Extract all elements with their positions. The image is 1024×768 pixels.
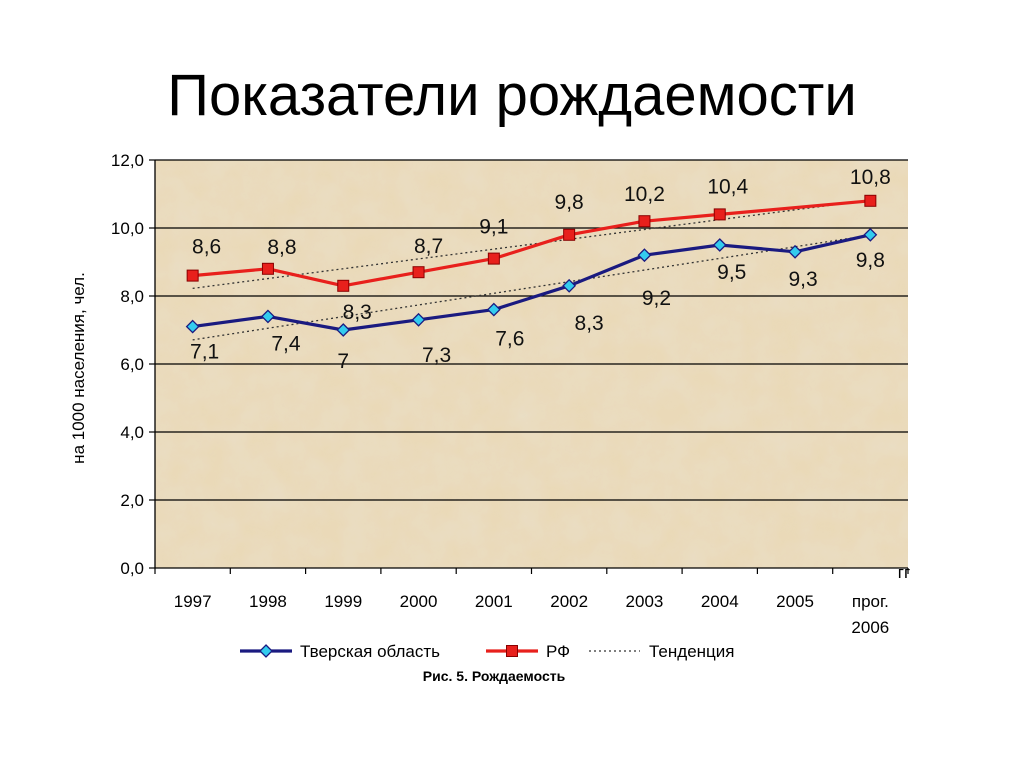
data-label: 8,7 [414,235,443,258]
data-point-rf [261,262,274,275]
x-tick-label: 2004 [701,592,739,611]
data-label: 7,1 [190,341,219,364]
data-label: 9,3 [788,268,817,291]
x-tick-label: 2003 [626,592,664,611]
data-point-tver [863,227,878,242]
data-point-rf [186,269,199,282]
data-point-tver [712,238,727,252]
x-tick-label: 2002 [550,592,588,611]
data-label: 7 [337,350,349,373]
x-unit-label: гг [898,563,910,582]
data-label: 8,3 [575,312,604,335]
data-point-rf [638,215,651,228]
figure-caption: Рис. 5. Рождаемость [423,668,566,684]
data-point-tver [411,312,426,327]
trend-lines [192,199,871,341]
data-label: 9,8 [555,191,584,214]
data-labels: 7,1 7,4 7 7,3 7,6 8,3 9,2 9,5 9,3 9,8 8,6 8,8 8,3 8,7… [190,166,891,373]
y-tick-label: 2,0 [120,491,144,510]
trend-line-0 [192,234,871,341]
data-point-rf [563,228,576,241]
x-tick-label: 1997 [174,592,212,611]
data-label: 10,4 [707,175,748,198]
axes: 0,0 2,0 4,0 6,0 8,0 10,0 12,0 1997 1998 1999 2000 2… [69,151,910,637]
y-tick-label: 0,0 [120,559,144,578]
gridlines [155,159,908,501]
data-point-rf [412,266,425,279]
x-tick-label: 2000 [400,592,438,611]
data-point-rf [487,252,500,265]
series-line-tver [192,233,871,332]
legend-label-trend: Тенденция [649,642,734,661]
legend-label-rf: РФ [546,642,570,661]
y-tick-label: 8,0 [120,287,144,306]
data-label: 8,3 [343,301,372,324]
data-label: 10,8 [850,166,891,189]
data-point-tver [261,309,275,324]
trend-line-1 [192,199,871,290]
x-tick-label: прог. 2006 [851,592,889,637]
data-point-tver [788,244,802,259]
data-label: 9,1 [479,216,508,239]
data-point-tver [637,248,652,263]
data-label: 7,3 [422,344,451,367]
data-label: 9,8 [856,249,885,272]
legend: Тверская область РФ Тенденция [240,642,734,661]
y-tick-label: 10,0 [111,219,144,238]
data-label: 8,6 [192,236,221,259]
legend-label-tver: Тверская область [300,642,440,661]
series-lines [185,194,878,337]
data-label: 7,6 [495,328,524,351]
data-point-rf [337,279,350,292]
data-point-rf [713,208,726,221]
data-label: 8,8 [267,236,296,259]
data-point-tver [336,323,351,337]
y-tick-label: 4,0 [120,423,144,442]
data-label: 9,2 [642,287,671,310]
x-tick-label: 2001 [475,592,513,611]
x-tick-label: 1999 [324,592,362,611]
data-point-tver [185,319,200,334]
y-tick-label: 6,0 [120,355,144,374]
data-point-tver [486,302,501,317]
legend-marker-tver [259,644,273,658]
data-point-tver [562,278,577,293]
data-label: 9,5 [717,261,746,284]
y-tick-label: 12,0 [111,151,144,170]
slide-title: Показатели рождаемости [167,63,857,128]
data-point-rf [864,194,877,207]
x-tick-label: 1998 [249,592,287,611]
data-label: 10,2 [624,183,665,206]
data-label: 7,4 [271,332,301,355]
y-axis-label: на 1000 населения, чел. [69,272,88,464]
legend-marker-rf [506,645,518,657]
x-tick-label: 2005 [776,592,814,611]
